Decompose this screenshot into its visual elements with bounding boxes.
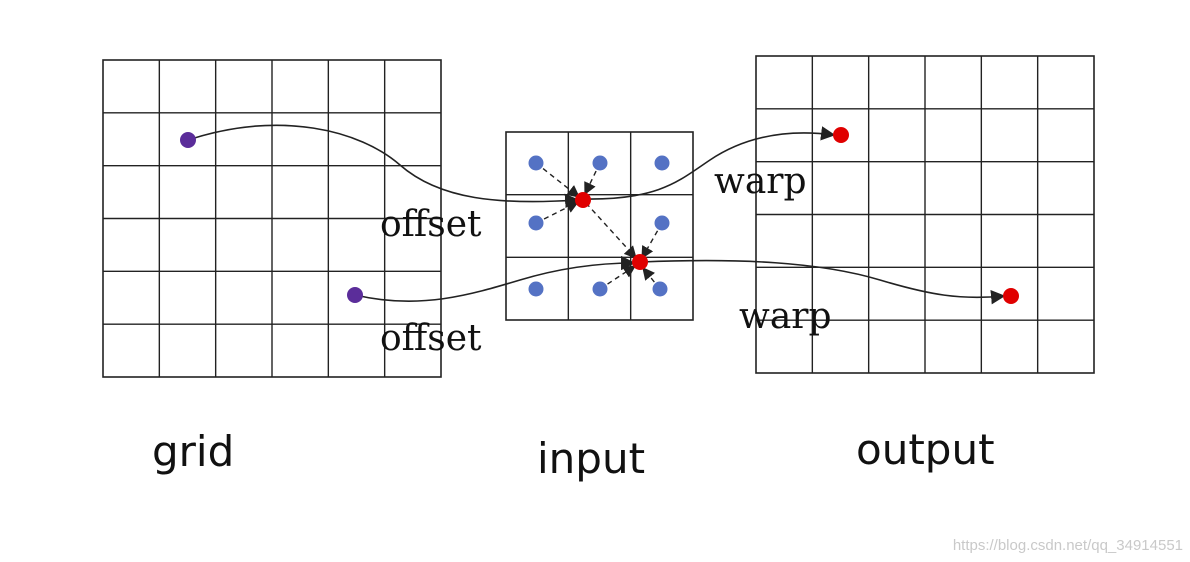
offset-curve-bottom xyxy=(354,255,636,303)
warp-curve-top xyxy=(584,126,836,200)
output-panel xyxy=(755,55,1095,374)
grid-point xyxy=(180,132,196,148)
output-point xyxy=(1003,288,1019,304)
warp-label-top: warp xyxy=(714,161,807,202)
input-panel xyxy=(505,131,694,321)
input-point xyxy=(652,281,668,297)
warp-curves xyxy=(584,126,1006,305)
input-point xyxy=(528,281,544,297)
offset-curve-top xyxy=(187,124,580,209)
grid-point xyxy=(347,287,363,303)
input-point xyxy=(528,155,544,171)
offset-curves xyxy=(187,124,636,303)
sample-point xyxy=(632,254,648,270)
grid-panel xyxy=(102,59,442,378)
offset-label-top: offset xyxy=(380,204,482,245)
sample-point xyxy=(575,192,591,208)
input-point xyxy=(654,215,670,231)
input-point xyxy=(528,215,544,231)
grid-title: grid xyxy=(152,427,234,476)
neighbor-line xyxy=(585,202,637,259)
points xyxy=(180,127,1019,304)
input-point xyxy=(654,155,670,171)
bilinear-neighbor-lines xyxy=(535,162,663,290)
neighbor-line xyxy=(641,222,663,260)
neighbor-line xyxy=(584,162,601,196)
neighbor-line xyxy=(599,265,637,290)
input-point xyxy=(592,281,608,297)
output-title: output xyxy=(856,425,995,474)
warp-label-bottom: warp xyxy=(739,296,832,337)
output-point xyxy=(833,127,849,143)
input-border xyxy=(505,131,694,321)
input-point xyxy=(592,155,608,171)
input-title: input xyxy=(537,434,645,483)
offset-label-bottom: offset xyxy=(380,318,482,359)
warp-curve-bottom xyxy=(640,259,1006,305)
neighbor-line xyxy=(535,162,580,198)
watermark: https://blog.csdn.net/qq_34914551 xyxy=(953,537,1183,554)
